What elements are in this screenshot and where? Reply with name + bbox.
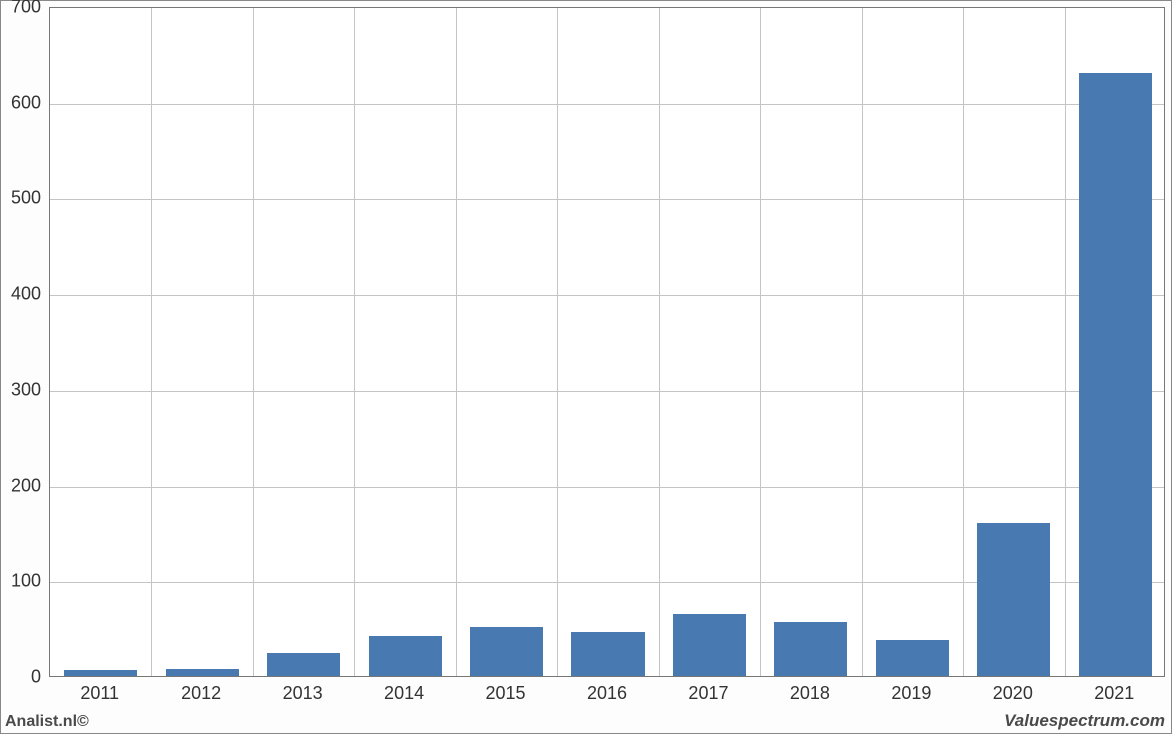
bar	[369, 636, 442, 676]
x-tick-label: 2017	[688, 683, 728, 704]
x-tick-label: 2021	[1094, 683, 1134, 704]
y-tick-label: 200	[1, 475, 41, 496]
y-tick-label: 500	[1, 188, 41, 209]
bar	[876, 640, 949, 676]
bar	[267, 653, 340, 676]
gridline-vertical	[963, 8, 964, 676]
plot-area	[49, 7, 1165, 677]
x-tick-label: 2015	[486, 683, 526, 704]
x-tick-label: 2013	[283, 683, 323, 704]
footer-left-text: Analist.nl©	[5, 713, 89, 731]
bar	[977, 523, 1050, 676]
y-tick-label: 400	[1, 284, 41, 305]
x-tick-label: 2011	[80, 683, 119, 704]
gridline-vertical	[659, 8, 660, 676]
y-tick-label: 0	[1, 667, 41, 688]
x-tick-label: 2012	[181, 683, 221, 704]
gridline-vertical	[557, 8, 558, 676]
gridline-vertical	[760, 8, 761, 676]
chart-frame: 0 100 200 300 400 500 600 700 2011 2012 2013 2014 2…	[0, 0, 1172, 734]
bar	[166, 669, 239, 676]
bar	[1079, 73, 1152, 676]
gridline-vertical	[354, 8, 355, 676]
gridline-horizontal	[50, 199, 1164, 200]
gridline-vertical	[1065, 8, 1066, 676]
gridline-horizontal	[50, 295, 1164, 296]
y-tick-label: 700	[1, 0, 41, 18]
gridline-horizontal	[50, 104, 1164, 105]
gridline-horizontal	[50, 487, 1164, 488]
y-tick-label: 300	[1, 379, 41, 400]
x-tick-label: 2018	[790, 683, 830, 704]
footer-right-text: Valuespectrum.com	[1004, 711, 1165, 731]
bar	[774, 622, 847, 676]
x-tick-label: 2019	[891, 683, 931, 704]
gridline-vertical	[151, 8, 152, 676]
y-tick-label: 600	[1, 92, 41, 113]
gridline-horizontal	[50, 391, 1164, 392]
bar	[470, 627, 543, 676]
bar	[571, 632, 644, 676]
bar	[673, 614, 746, 676]
gridline-vertical	[862, 8, 863, 676]
x-tick-label: 2014	[384, 683, 424, 704]
gridline-vertical	[253, 8, 254, 676]
y-tick-label: 100	[1, 571, 41, 592]
x-tick-label: 2016	[587, 683, 627, 704]
x-tick-label: 2020	[993, 683, 1033, 704]
bar	[64, 670, 137, 676]
gridline-vertical	[456, 8, 457, 676]
